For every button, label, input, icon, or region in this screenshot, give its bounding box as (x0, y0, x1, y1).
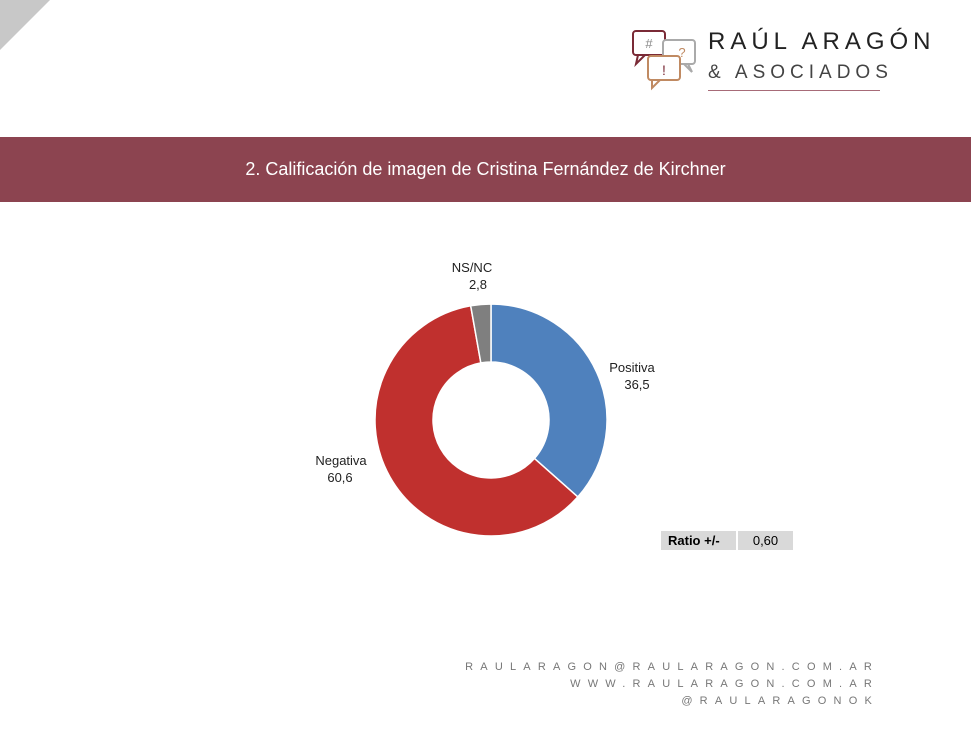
logo: # ? ! RAÚL ARAGÓN & ASOCIADOS (630, 28, 965, 94)
ratio-table: Ratio +/- 0,60 (661, 531, 793, 550)
footer-social[interactable]: @RAULARAGONOK (681, 695, 879, 707)
label-nsnc-value: 2,8 (469, 277, 487, 292)
ratio-label: Ratio +/- (661, 531, 736, 550)
slice-nsnc (469, 303, 492, 364)
title-band: 2. Calificación de imagen de Cristina Fe… (0, 137, 971, 202)
label-positiva-name: Positiva (609, 360, 655, 375)
svg-text:#: # (645, 36, 653, 51)
label-nsnc-name: NS/NC (452, 260, 492, 275)
slice-negativa (374, 304, 579, 537)
ratio-value: 0,60 (738, 531, 793, 550)
brand-name: RAÚL ARAGÓN (708, 28, 936, 55)
slice-positiva (490, 303, 608, 498)
brand-underline (708, 90, 880, 91)
corner-decoration (0, 0, 50, 50)
label-negativa-name: Negativa (315, 453, 367, 468)
footer-website[interactable]: WWW.RAULARAGON.COM.AR (570, 678, 879, 690)
footer-email[interactable]: RAULARAGON@RAULARAGON.COM.AR (465, 661, 879, 673)
svg-text:!: ! (662, 62, 666, 78)
brand-subtitle: & ASOCIADOS (708, 62, 893, 83)
svg-text:?: ? (678, 45, 685, 60)
label-positiva-value: 36,5 (624, 377, 649, 392)
page-title: 2. Calificación de imagen de Cristina Fe… (245, 159, 726, 179)
label-negativa-value: 60,6 (327, 470, 352, 485)
footer-contact: RAULARAGON@RAULARAGON.COM.AR WWW.RAULARA… (465, 659, 879, 710)
speech-bubbles-icon: # ? ! (632, 30, 696, 91)
